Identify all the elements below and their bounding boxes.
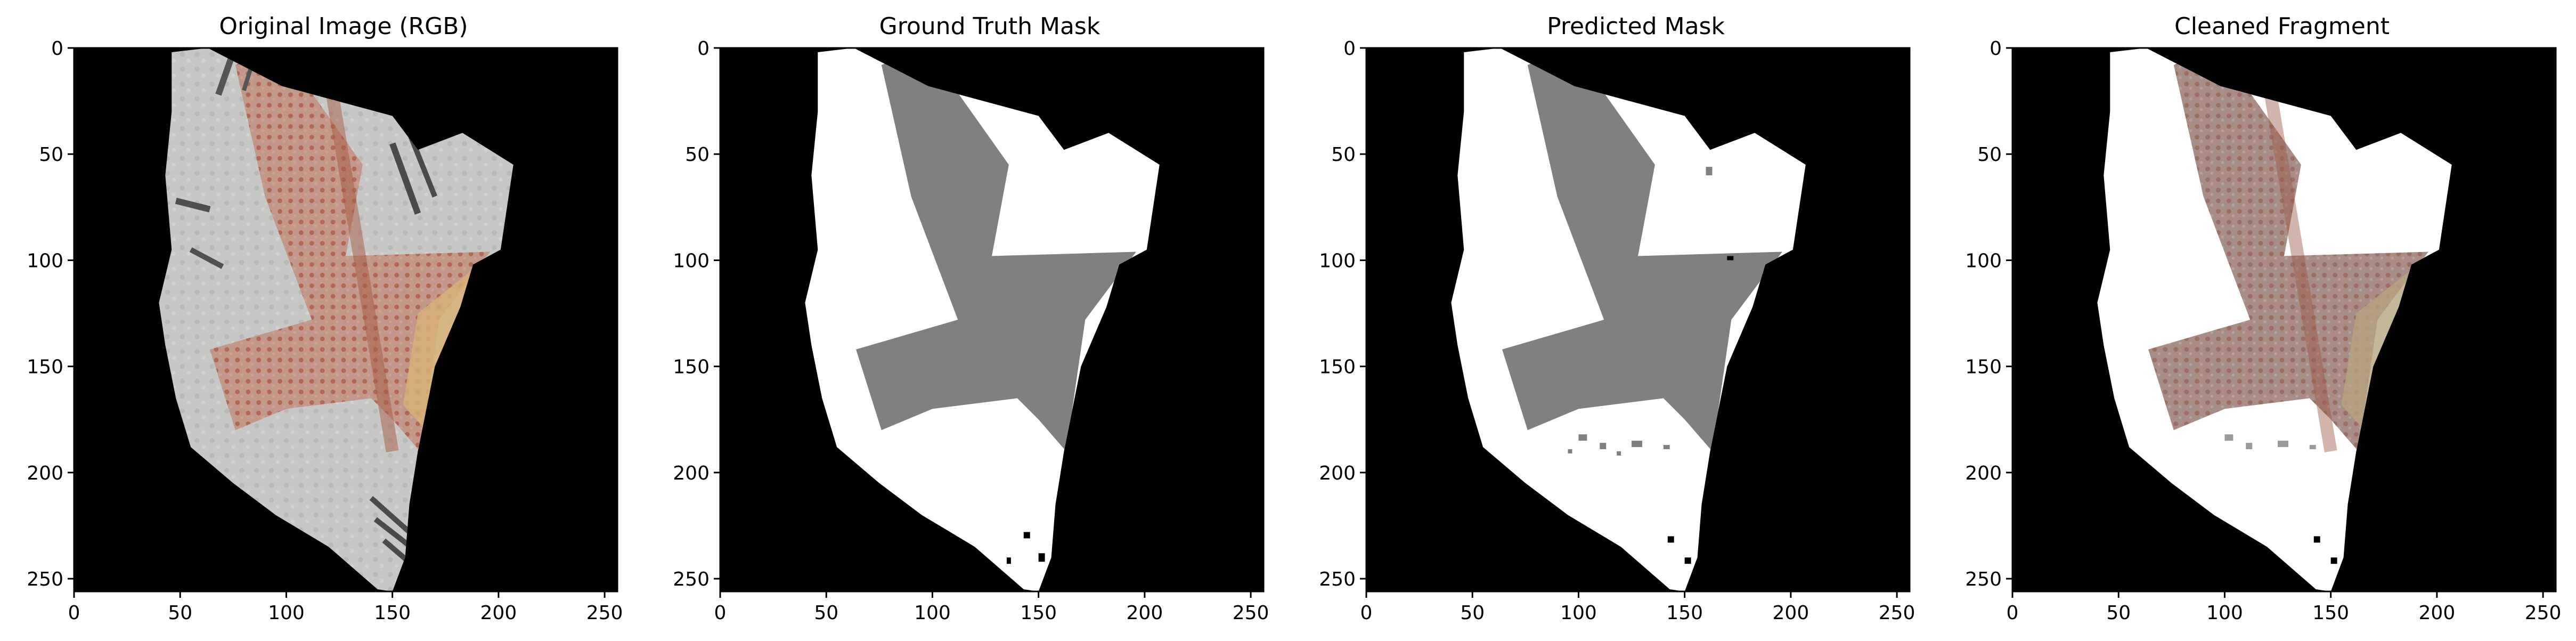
panel-predicted: Predicted Mask 0 50 100 150 200 250 0 50 100 150… (1319, 13, 1915, 624)
y-tick-label: 50 (1977, 144, 2002, 166)
x-tick-label: 200 (1127, 602, 1163, 624)
x-tick-label: 100 (1560, 602, 1597, 624)
y-axis: 0 50 100 150 200 250 (1965, 38, 2012, 590)
image-area (1366, 48, 1910, 591)
y-tick-label: 200 (673, 463, 710, 484)
y-tick-label: 100 (27, 250, 63, 272)
x-axis: 0 50 100 150 200 250 (714, 591, 1269, 624)
y-axis: 0 50 100 150 200 250 (673, 38, 720, 590)
y-tick-label: 50 (39, 144, 63, 166)
x-axis: 0 50 100 150 200 250 (68, 591, 623, 624)
axes-frame (73, 47, 618, 593)
x-tick-label: 150 (374, 602, 411, 624)
x-tick-label: 100 (268, 602, 305, 624)
axes-frame (1365, 47, 1911, 593)
x-tick-label: 200 (1773, 602, 1809, 624)
y-tick-label: 250 (1965, 569, 2002, 590)
y-tick-label: 0 (697, 38, 710, 60)
panel-title-original: Original Image (RGB) (219, 13, 468, 40)
x-tick-label: 50 (1460, 602, 1485, 624)
x-tick-label: 100 (2206, 602, 2243, 624)
x-axis: 0 50 100 150 200 250 (1360, 591, 1915, 624)
y-tick-label: 150 (1319, 356, 1356, 378)
y-tick-label: 250 (1319, 569, 1356, 590)
y-tick-label: 200 (27, 463, 63, 484)
x-tick-label: 150 (1020, 602, 1057, 624)
x-tick-label: 0 (2007, 602, 2019, 624)
panel-cleaned: Cleaned Fragment 0 50 100 150 200 250 0 50 100 1… (1965, 13, 2561, 624)
panel-original: Original Image (RGB) (27, 13, 623, 624)
x-tick-label: 0 (1360, 602, 1373, 624)
axes-frame (2011, 47, 2557, 593)
x-tick-label: 250 (2525, 602, 2562, 624)
x-axis: 0 50 100 150 200 250 (2007, 591, 2562, 624)
y-axis: 0 50 100 150 200 250 (1319, 38, 1366, 590)
y-tick-label: 200 (1965, 463, 2002, 484)
x-tick-label: 200 (480, 602, 517, 624)
axes-frame (719, 47, 1265, 593)
x-tick-label: 50 (2106, 602, 2131, 624)
image-area (2012, 48, 2556, 591)
x-tick-label: 150 (2312, 602, 2349, 624)
y-tick-label: 150 (1965, 356, 2002, 378)
y-tick-label: 100 (1319, 250, 1356, 272)
image-area (720, 48, 1263, 591)
panel-title-ground-truth: Ground Truth Mask (879, 13, 1100, 40)
y-tick-label: 50 (1331, 144, 1356, 166)
x-tick-label: 50 (814, 602, 838, 624)
y-tick-label: 250 (27, 569, 63, 590)
y-tick-label: 50 (685, 144, 710, 166)
x-tick-label: 250 (1879, 602, 1915, 624)
panel-title-cleaned: Cleaned Fragment (2174, 13, 2390, 40)
y-tick-label: 100 (673, 250, 710, 272)
y-tick-label: 150 (27, 356, 63, 378)
y-tick-label: 100 (1965, 250, 2002, 272)
x-tick-label: 100 (914, 602, 951, 624)
y-tick-label: 200 (1319, 463, 1356, 484)
y-tick-label: 0 (51, 38, 63, 60)
y-tick-label: 0 (1990, 38, 2002, 60)
y-tick-label: 0 (1343, 38, 1356, 60)
y-tick-label: 150 (673, 356, 710, 378)
x-tick-label: 250 (586, 602, 623, 624)
x-tick-label: 0 (714, 602, 727, 624)
image-area (74, 48, 617, 591)
y-tick-label: 250 (673, 569, 710, 590)
x-tick-label: 200 (2419, 602, 2456, 624)
panel-title-predicted: Predicted Mask (1547, 13, 1725, 40)
x-tick-label: 250 (1233, 602, 1269, 624)
panel-ground-truth: Ground Truth Mask 0 50 100 150 200 250 0 50 100… (673, 13, 1269, 624)
y-axis: 0 50 100 150 200 250 (27, 38, 74, 590)
x-tick-label: 150 (1666, 602, 1703, 624)
x-tick-label: 0 (68, 602, 80, 624)
x-tick-label: 50 (168, 602, 192, 624)
